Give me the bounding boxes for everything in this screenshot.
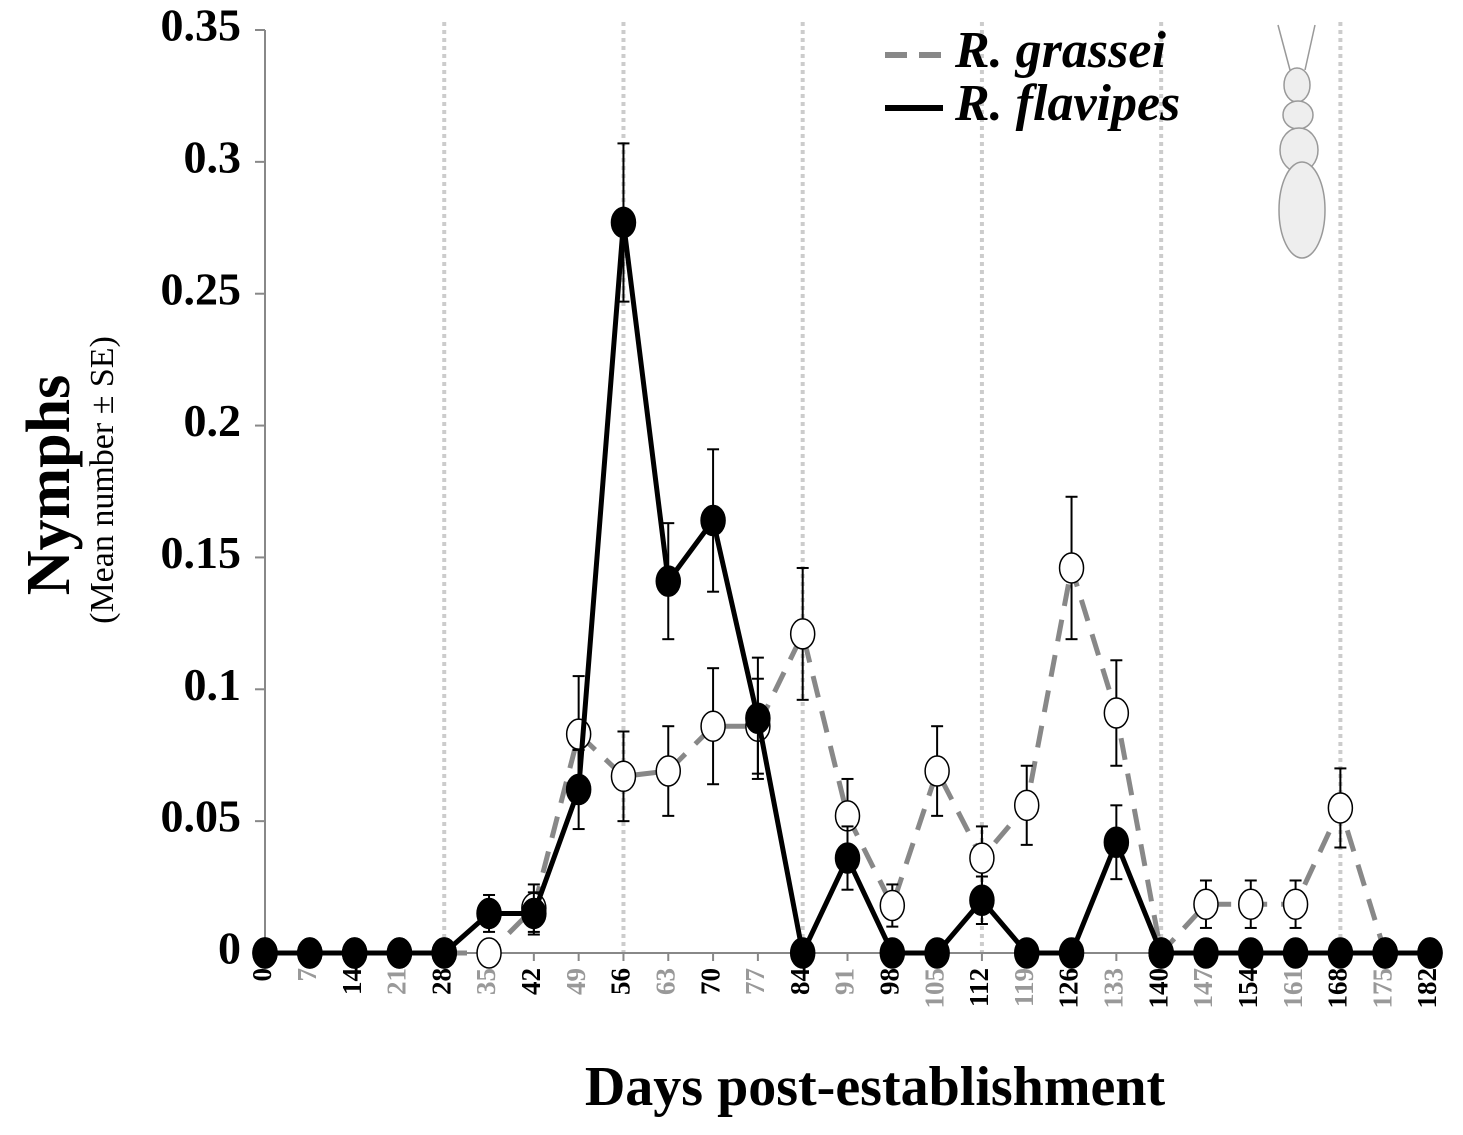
x-tick-label: 91 xyxy=(830,968,860,995)
marker xyxy=(969,842,995,874)
marker xyxy=(879,889,906,922)
marker xyxy=(610,206,637,239)
marker xyxy=(386,937,413,969)
marker xyxy=(1058,552,1085,584)
x-tick-label: 154 xyxy=(1233,968,1263,1009)
marker xyxy=(1282,937,1309,969)
x-tick-label: 119 xyxy=(1009,968,1039,1007)
x-tick-label: 133 xyxy=(1099,968,1129,1009)
marker xyxy=(1372,937,1398,969)
marker xyxy=(431,937,457,969)
marker xyxy=(1193,937,1219,969)
y-tick-label: 0.2 xyxy=(184,395,242,446)
marker xyxy=(655,565,682,597)
marker xyxy=(1103,697,1130,729)
y-tick-label: 0.25 xyxy=(161,263,242,314)
marker xyxy=(1282,888,1309,920)
x-tick-label: 161 xyxy=(1278,968,1308,1009)
marker xyxy=(476,897,502,930)
marker xyxy=(1058,937,1085,969)
marker xyxy=(969,884,995,917)
y-tick-label: 0.1 xyxy=(184,659,242,710)
x-tick-label: 182 xyxy=(1412,968,1442,1009)
marker xyxy=(1238,888,1264,920)
x-tick-label: 98 xyxy=(875,968,905,995)
marker xyxy=(1013,789,1040,822)
marker xyxy=(341,937,368,969)
marker xyxy=(476,937,502,969)
marker xyxy=(252,937,278,969)
y-tick-label: 0.3 xyxy=(184,131,242,182)
marker xyxy=(521,897,547,930)
marker xyxy=(1417,937,1443,969)
legend-label: R. flavipes xyxy=(954,75,1180,132)
marker xyxy=(700,710,726,742)
x-tick-label: 140 xyxy=(1143,968,1173,1009)
marker xyxy=(565,718,592,750)
marker xyxy=(1327,937,1354,969)
marker xyxy=(700,504,726,537)
x-tick-label: 0 xyxy=(247,968,277,982)
x-tick-label: 14 xyxy=(337,968,367,995)
marker xyxy=(745,702,771,735)
termite-icon xyxy=(1277,24,1326,259)
x-tick-label: 28 xyxy=(426,968,456,995)
x-tick-label: 105 xyxy=(919,968,949,1009)
marker xyxy=(1238,937,1264,969)
x-tick-label: 42 xyxy=(516,968,546,995)
marker xyxy=(565,773,592,806)
marker xyxy=(879,937,906,969)
marker xyxy=(834,842,861,874)
x-tick-label: 21 xyxy=(382,968,412,995)
y-tick-label: 0.05 xyxy=(161,791,242,842)
marker xyxy=(1013,937,1040,969)
legend-label: R. grassei xyxy=(954,22,1166,79)
marker xyxy=(1193,888,1219,920)
marker xyxy=(655,755,682,787)
x-tick-label: 147 xyxy=(1188,968,1218,1009)
y-tick-label: 0.35 xyxy=(161,0,242,51)
marker xyxy=(297,937,323,969)
marker xyxy=(1327,792,1354,824)
x-tick-label: 35 xyxy=(471,968,501,995)
marker xyxy=(1148,937,1174,969)
marker xyxy=(789,618,816,650)
marker xyxy=(1103,826,1130,858)
y-subtitle: (Mean number ± SE) xyxy=(84,336,121,624)
marker xyxy=(924,755,950,787)
x-tick-label: 7 xyxy=(292,968,322,982)
x-title: Days post-establishment xyxy=(585,1056,1166,1118)
x-tick-label: 63 xyxy=(650,968,680,995)
x-tick-label: 175 xyxy=(1367,968,1397,1009)
y-tick-label: 0.15 xyxy=(161,527,242,578)
x-tick-label: 126 xyxy=(1054,968,1084,1009)
marker xyxy=(610,760,637,793)
x-tick-label: 70 xyxy=(695,968,725,995)
marker xyxy=(789,937,816,969)
x-tick-label: 56 xyxy=(606,968,636,995)
y-tick-label: 0 xyxy=(218,923,241,974)
x-tick-label: 49 xyxy=(561,968,591,995)
x-tick-label: 77 xyxy=(740,968,770,995)
x-tick-label: 84 xyxy=(785,968,815,995)
x-tick-label: 112 xyxy=(964,968,994,1007)
marker xyxy=(924,937,950,969)
x-tick-label: 168 xyxy=(1323,968,1353,1009)
y-title: Nymphs xyxy=(15,375,83,596)
